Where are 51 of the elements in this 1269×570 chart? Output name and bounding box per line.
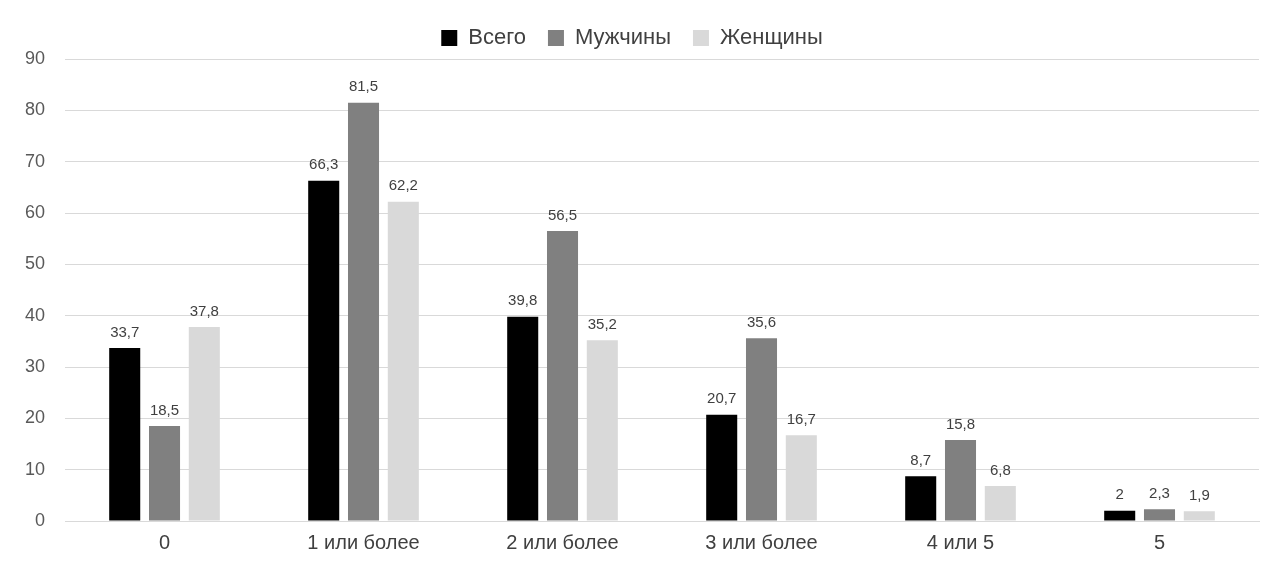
data-label: 66,3 <box>309 155 339 173</box>
x-tick-label: 2 или более <box>506 530 619 553</box>
bar <box>546 230 579 521</box>
bar <box>984 486 1016 521</box>
y-tick-label: 90 <box>24 47 46 68</box>
legend-label: Мужчины <box>574 24 671 50</box>
bar <box>149 426 181 521</box>
data-label: 37,8 <box>189 301 219 319</box>
y-tick-label: 60 <box>24 201 46 222</box>
bar <box>507 316 539 521</box>
data-label: 33,7 <box>110 322 140 340</box>
y-tick-label: 80 <box>24 99 46 120</box>
bar <box>1183 511 1215 521</box>
legend-label: Всего <box>468 24 526 50</box>
data-label: 35,6 <box>746 312 777 330</box>
data-label: 81,5 <box>348 77 379 95</box>
x-tick-label: 1 или более <box>307 530 420 553</box>
y-tick-label: 30 <box>24 355 46 376</box>
x-tick-label: 3 или более <box>705 530 818 553</box>
y-tick-label: 70 <box>24 150 46 171</box>
bar <box>745 338 778 521</box>
bar <box>347 102 380 521</box>
data-label: 8,7 <box>910 450 932 468</box>
y-tick-label: 40 <box>24 304 46 325</box>
bar <box>109 348 141 521</box>
data-label: 62,2 <box>388 176 418 194</box>
data-label: 15,8 <box>945 414 976 432</box>
bar <box>1104 510 1136 521</box>
data-label: 2 <box>1115 485 1124 503</box>
y-tick-label: 50 <box>24 253 46 274</box>
bar <box>944 439 977 521</box>
bar <box>706 414 738 521</box>
data-label: 35,2 <box>587 314 617 332</box>
data-label: 39,8 <box>508 291 538 309</box>
x-tick-label: 4 или 5 <box>926 530 995 553</box>
data-label: 1,9 <box>1188 485 1210 503</box>
legend-label: Женщины <box>719 24 823 50</box>
bar <box>308 180 340 521</box>
x-tick-label: 0 <box>158 530 171 553</box>
data-label: 20,7 <box>707 389 737 407</box>
y-tick-label: 10 <box>24 458 46 479</box>
data-label: 6,8 <box>989 460 1011 478</box>
x-tick-label: 5 <box>1153 530 1166 553</box>
data-label: 56,5 <box>547 205 578 223</box>
data-label: 18,5 <box>149 400 180 418</box>
y-tick-label: 20 <box>24 407 46 428</box>
bar <box>1143 509 1176 521</box>
y-tick-label: 0 <box>35 509 46 530</box>
data-label: 2,3 <box>1149 483 1170 501</box>
bar <box>905 476 937 521</box>
data-label: 16,7 <box>786 409 816 427</box>
